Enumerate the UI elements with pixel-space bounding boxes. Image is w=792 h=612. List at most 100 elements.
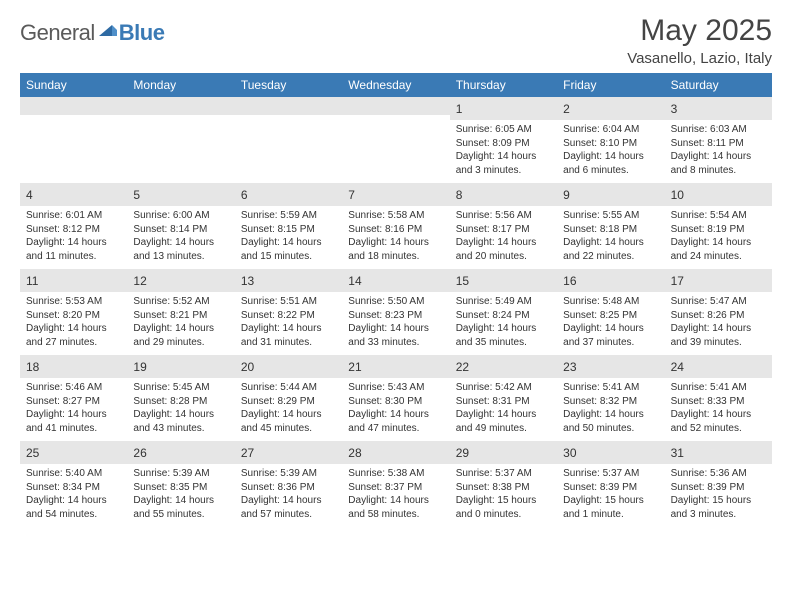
day-body: Sunrise: 5:52 AMSunset: 8:21 PMDaylight:… [127,292,234,355]
day-number: 11 [26,274,38,288]
day-number-band: 19 [127,355,234,378]
daylight-text: Daylight: 14 hours and 35 minutes. [456,322,551,349]
day-number-band: 6 [235,183,342,206]
sunset-text: Sunset: 8:15 PM [241,223,336,237]
sunset-text: Sunset: 8:29 PM [241,395,336,409]
day-body [235,115,342,177]
logo: General Blue [20,14,164,46]
sunset-text: Sunset: 8:09 PM [456,137,551,151]
day-body: Sunrise: 5:40 AMSunset: 8:34 PMDaylight:… [20,464,127,527]
sunset-text: Sunset: 8:32 PM [563,395,658,409]
logo-mark-icon [99,22,117,36]
sunrise-text: Sunrise: 5:51 AM [241,295,336,309]
day-number: 29 [456,446,469,460]
day-cell: 11Sunrise: 5:53 AMSunset: 8:20 PMDayligh… [20,269,127,355]
day-number: 2 [563,102,570,116]
day-cell: 1Sunrise: 6:05 AMSunset: 8:09 PMDaylight… [450,97,557,183]
day-number: 27 [241,446,254,460]
day-cell: 26 Sunrise: 5:39 AMSunset: 8:35 PMDayligh… [127,441,234,527]
sunset-text: Sunset: 8:14 PM [133,223,228,237]
day-number-band: 18 [20,355,127,378]
sunrise-text: Sunrise: 5:37 AM [456,467,551,481]
day-number-band: 22 [450,355,557,378]
sunset-text: Sunset: 8:34 PM [26,481,121,495]
day-number: 13 [241,274,254,288]
day-body: Sunrise: 5:37 AMSunset: 8:38 PMDaylight:… [450,464,557,527]
day-number: 4 [26,188,33,202]
sunset-text: Sunset: 8:24 PM [456,309,551,323]
week-row: 4 Sunrise: 6:01 AMSunset: 8:12 PMDaylight… [20,183,772,269]
day-cell: 31 Sunrise: 5:36 AMSunset: 8:39 PMDayligh… [665,441,772,527]
sunrise-text: Sunrise: 5:59 AM [241,209,336,223]
week-row: 18Sunrise: 5:46 AMSunset: 8:27 PMDayligh… [20,355,772,441]
day-number-band: 28 [342,441,449,464]
day-body: Sunrise: 5:39 AMSunset: 8:35 PMDaylight:… [127,464,234,527]
day-number-band: 16 [557,269,664,292]
sunrise-text: Sunrise: 5:39 AM [133,467,228,481]
day-body: Sunrise: 5:59 AMSunset: 8:15 PMDaylight:… [235,206,342,269]
sunrise-text: Sunrise: 5:53 AM [26,295,121,309]
day-cell: 13Sunrise: 5:51 AMSunset: 8:22 PMDayligh… [235,269,342,355]
day-number-band: 13 [235,269,342,292]
day-body: Sunrise: 5:50 AMSunset: 8:23 PMDaylight:… [342,292,449,355]
day-body: Sunrise: 5:42 AMSunset: 8:31 PMDaylight:… [450,378,557,441]
day-cell [127,97,234,183]
day-number-band: 1 [450,97,557,120]
day-body: Sunrise: 6:01 AMSunset: 8:12 PMDaylight:… [20,206,127,269]
sunset-text: Sunset: 8:18 PM [563,223,658,237]
week-row: 1Sunrise: 6:05 AMSunset: 8:09 PMDaylight… [20,97,772,183]
day-number: 8 [456,188,463,202]
sunset-text: Sunset: 8:19 PM [671,223,766,237]
day-number-band: 2 [557,97,664,120]
day-number-band: 5 [127,183,234,206]
day-body [20,115,127,177]
sunset-text: Sunset: 8:31 PM [456,395,551,409]
sunrise-text: Sunrise: 5:52 AM [133,295,228,309]
day-cell: 17Sunrise: 5:47 AMSunset: 8:26 PMDayligh… [665,269,772,355]
day-cell: 18Sunrise: 5:46 AMSunset: 8:27 PMDayligh… [20,355,127,441]
sunset-text: Sunset: 8:12 PM [26,223,121,237]
day-cell: 28Sunrise: 5:38 AMSunset: 8:37 PMDayligh… [342,441,449,527]
day-cell: 23Sunrise: 5:41 AMSunset: 8:32 PMDayligh… [557,355,664,441]
sunset-text: Sunset: 8:37 PM [348,481,443,495]
calendar-page: General Blue May 2025 Vasanello, Lazio, … [0,0,792,541]
day-number: 22 [456,360,469,374]
day-cell: 5Sunrise: 6:00 AMSunset: 8:14 PMDaylight… [127,183,234,269]
day-body: Sunrise: 5:55 AMSunset: 8:18 PMDaylight:… [557,206,664,269]
sunrise-text: Sunrise: 5:48 AM [563,295,658,309]
day-number-band: 21 [342,355,449,378]
daylight-text: Daylight: 14 hours and 27 minutes. [26,322,121,349]
day-cell: 16Sunrise: 5:48 AMSunset: 8:25 PMDayligh… [557,269,664,355]
day-body: Sunrise: 5:36 AMSunset: 8:39 PMDaylight:… [665,464,772,527]
day-number-band: 26 [127,441,234,464]
sunset-text: Sunset: 8:10 PM [563,137,658,151]
day-cell: 14Sunrise: 5:50 AMSunset: 8:23 PMDayligh… [342,269,449,355]
daylight-text: Daylight: 14 hours and 41 minutes. [26,408,121,435]
day-number-band: 27 [235,441,342,464]
weekday-header: Tuesday [235,73,342,97]
day-number: 26 [133,446,146,460]
day-number-band: 3 [665,97,772,120]
day-cell: 6 Sunrise: 5:59 AMSunset: 8:15 PMDaylight… [235,183,342,269]
daylight-text: Daylight: 14 hours and 45 minutes. [241,408,336,435]
day-cell: 10Sunrise: 5:54 AMSunset: 8:19 PMDayligh… [665,183,772,269]
day-number-band: 10 [665,183,772,206]
daylight-text: Daylight: 14 hours and 20 minutes. [456,236,551,263]
day-cell: 25Sunrise: 5:40 AMSunset: 8:34 PMDayligh… [20,441,127,527]
day-number-band: 9 [557,183,664,206]
day-number: 31 [671,446,684,460]
day-number-band: 29 [450,441,557,464]
day-number: 23 [563,360,576,374]
day-body: Sunrise: 6:03 AMSunset: 8:11 PMDaylight:… [665,120,772,183]
day-cell: 20Sunrise: 5:44 AMSunset: 8:29 PMDayligh… [235,355,342,441]
title-block: May 2025 Vasanello, Lazio, Italy [627,14,772,67]
day-number-band: 14 [342,269,449,292]
day-body: Sunrise: 5:48 AMSunset: 8:25 PMDaylight:… [557,292,664,355]
day-number: 3 [671,102,678,116]
day-body [342,115,449,177]
daylight-text: Daylight: 14 hours and 31 minutes. [241,322,336,349]
day-number-band: 30 [557,441,664,464]
day-number: 6 [241,188,248,202]
day-cell: 21Sunrise: 5:43 AMSunset: 8:30 PMDayligh… [342,355,449,441]
day-cell: 27Sunrise: 5:39 AMSunset: 8:36 PMDayligh… [235,441,342,527]
